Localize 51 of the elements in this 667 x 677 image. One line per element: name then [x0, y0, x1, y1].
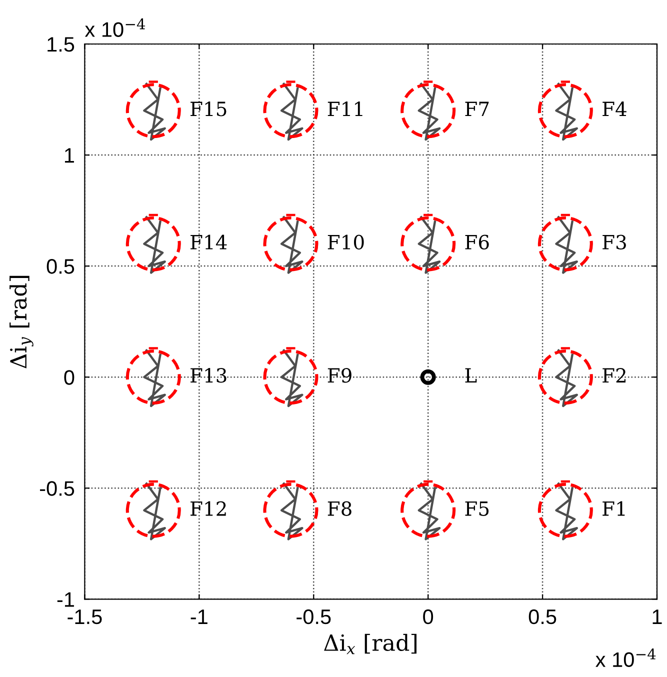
x-tick-label: -1.5: [68, 610, 102, 624]
line-series: [555, 82, 578, 141]
point: [538, 482, 593, 538]
y-tick-label: 0.5: [46, 259, 74, 274]
point: [538, 216, 593, 272]
point: [263, 83, 318, 138]
y-tick-label: 1: [64, 148, 74, 163]
point: [126, 83, 181, 138]
y-axis-title: Δi$_{y}$ [rad]: [10, 276, 34, 368]
text: x 10$^{−4}$: [84, 18, 146, 37]
annotation: F15: [190, 102, 226, 116]
point: [538, 83, 593, 138]
x-tick-label: -0.5: [296, 609, 331, 624]
point: [126, 350, 181, 405]
annotation: F1: [602, 501, 625, 516]
line-series: [143, 82, 166, 141]
annotation: F10: [328, 234, 364, 250]
x-axis-title: Δi$_{x}$ [rad]: [324, 634, 416, 654]
y-tick-label: 0: [64, 370, 74, 385]
annotation: F2: [602, 368, 626, 382]
point: [263, 216, 318, 272]
annotation: F4: [602, 102, 626, 116]
annotation: F5: [465, 502, 489, 516]
point: [538, 350, 593, 405]
annotation: F8: [328, 501, 352, 516]
y-tick-label: 1.5: [48, 37, 74, 52]
annotation: F12: [190, 501, 226, 516]
annotation: F9: [328, 368, 352, 383]
y-tick-label: -1: [57, 592, 74, 607]
x-tick-label: 0.5: [528, 609, 556, 624]
x-tick-label: 1: [652, 610, 662, 624]
point: [126, 482, 181, 538]
point: [263, 482, 318, 538]
point: [400, 83, 456, 138]
point: [400, 216, 456, 272]
point: [126, 216, 181, 272]
annotation: F7: [465, 102, 489, 116]
annotation: F6: [465, 234, 489, 250]
text: x 10$^{−4}$: [596, 648, 656, 668]
annotation: L: [465, 368, 477, 382]
line-series: [280, 82, 304, 141]
y-tick-label: -0.5: [40, 481, 74, 496]
point: [400, 482, 456, 538]
point: [263, 350, 318, 405]
annotation: F13: [190, 368, 226, 383]
x-tick-label: 0: [423, 609, 434, 624]
point: [420, 369, 436, 385]
annotation: F14: [190, 234, 227, 250]
x-tick-label: -1: [190, 610, 208, 624]
annotation: F11: [328, 102, 362, 116]
annotation: F3: [602, 234, 626, 250]
